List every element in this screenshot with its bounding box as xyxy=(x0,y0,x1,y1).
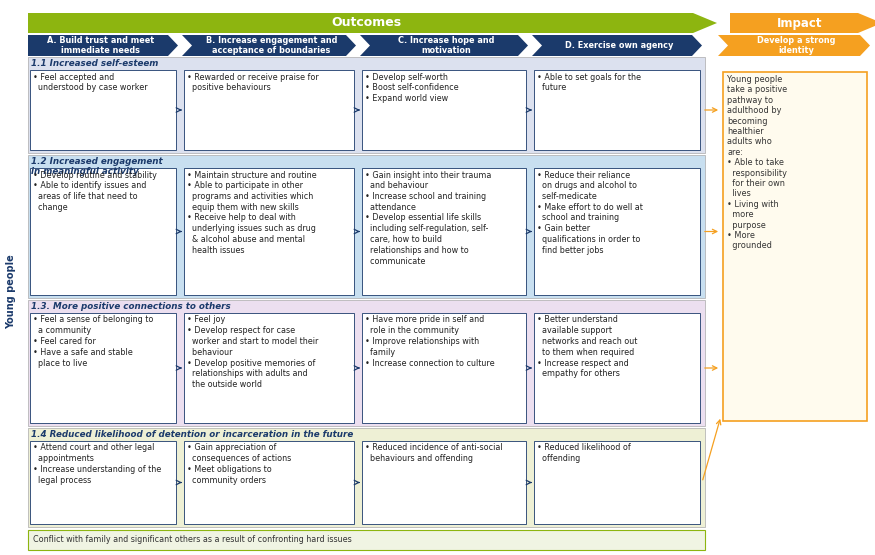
FancyBboxPatch shape xyxy=(534,70,700,150)
Text: • Reduce their reliance
  on drugs and alcohol to
  self-medicate
• Make effort : • Reduce their reliance on drugs and alc… xyxy=(537,170,643,255)
Text: Outcomes: Outcomes xyxy=(332,17,402,29)
Text: • Maintain structure and routine
• Able to participate in other
  programs and a: • Maintain structure and routine • Able … xyxy=(187,170,317,255)
FancyBboxPatch shape xyxy=(30,168,176,295)
Text: • Able to set goals for the
  future: • Able to set goals for the future xyxy=(537,73,641,92)
Text: • Reduced incidence of anti-social
  behaviours and offending: • Reduced incidence of anti-social behav… xyxy=(365,443,502,463)
Polygon shape xyxy=(718,35,870,56)
FancyBboxPatch shape xyxy=(28,530,705,550)
Polygon shape xyxy=(360,35,528,56)
Text: Impact: Impact xyxy=(777,17,822,29)
FancyBboxPatch shape xyxy=(534,441,700,524)
Text: 1.4 Reduced likelihood of detention or incarceration in the future: 1.4 Reduced likelihood of detention or i… xyxy=(31,430,354,439)
Text: 1.2 Increased engagement
in meaningful activity: 1.2 Increased engagement in meaningful a… xyxy=(31,157,163,176)
Text: • Attend court and other legal
  appointments
• Increase understanding of the
  : • Attend court and other legal appointme… xyxy=(33,443,161,485)
FancyBboxPatch shape xyxy=(184,70,354,150)
Text: Develop a strong
identity: Develop a strong identity xyxy=(758,36,836,55)
FancyBboxPatch shape xyxy=(30,313,176,423)
Text: • Reduced likelihood of
  offending: • Reduced likelihood of offending xyxy=(537,443,631,463)
Text: C. Increase hope and
motivation: C. Increase hope and motivation xyxy=(398,36,494,55)
Text: • Feel a sense of belonging to
  a community
• Feel cared for
• Have a safe and : • Feel a sense of belonging to a communi… xyxy=(33,315,153,367)
Polygon shape xyxy=(28,13,717,33)
Text: 1.3. More positive connections to others: 1.3. More positive connections to others xyxy=(31,302,231,311)
Text: • Gain insight into their trauma
  and behaviour
• Increase school and training
: • Gain insight into their trauma and beh… xyxy=(365,170,492,265)
FancyBboxPatch shape xyxy=(723,72,867,421)
FancyBboxPatch shape xyxy=(184,441,354,524)
Text: Conflict with family and significant others as a result of confronting hard issu: Conflict with family and significant oth… xyxy=(33,536,352,544)
Text: • Gain appreciation of
  consequences of actions
• Meet obligations to
  communi: • Gain appreciation of consequences of a… xyxy=(187,443,291,485)
Text: • Develop routine and stability
• Able to identify issues and
  areas of life th: • Develop routine and stability • Able t… xyxy=(33,170,157,212)
FancyBboxPatch shape xyxy=(184,313,354,423)
Polygon shape xyxy=(532,35,702,56)
Text: A. Build trust and meet
immediate needs: A. Build trust and meet immediate needs xyxy=(47,36,154,55)
Polygon shape xyxy=(182,35,356,56)
Text: B. Increase engagement and
acceptance of boundaries: B. Increase engagement and acceptance of… xyxy=(206,36,337,55)
FancyBboxPatch shape xyxy=(30,441,176,524)
Text: D. Exercise own agency: D. Exercise own agency xyxy=(565,41,674,50)
Text: • Have more pride in self and
  role in the community
• Improve relationships wi: • Have more pride in self and role in th… xyxy=(365,315,494,367)
FancyBboxPatch shape xyxy=(28,300,705,426)
Text: • Better understand
  available support
  networks and reach out
  to them when : • Better understand available support ne… xyxy=(537,315,637,379)
Text: • Rewarded or receive praise for
  positive behaviours: • Rewarded or receive praise for positiv… xyxy=(187,73,318,92)
FancyBboxPatch shape xyxy=(362,168,526,295)
FancyBboxPatch shape xyxy=(28,57,705,153)
FancyBboxPatch shape xyxy=(184,168,354,295)
FancyBboxPatch shape xyxy=(362,313,526,423)
FancyBboxPatch shape xyxy=(362,70,526,150)
Polygon shape xyxy=(730,13,875,33)
FancyBboxPatch shape xyxy=(28,428,705,527)
FancyBboxPatch shape xyxy=(28,155,705,298)
FancyBboxPatch shape xyxy=(30,70,176,150)
FancyBboxPatch shape xyxy=(534,313,700,423)
Text: Young people
take a positive
pathway to
adulthood by
becoming
healthier
adults w: Young people take a positive pathway to … xyxy=(727,75,788,250)
Text: Young people: Young people xyxy=(6,255,16,329)
Polygon shape xyxy=(28,35,178,56)
Text: • Feel joy
• Develop respect for case
  worker and start to model their
  behavi: • Feel joy • Develop respect for case wo… xyxy=(187,315,318,389)
Text: • Develop self-worth
• Boost self-confidence
• Expand world view: • Develop self-worth • Boost self-confid… xyxy=(365,73,458,103)
Text: 1.1 Increased self-esteem: 1.1 Increased self-esteem xyxy=(31,59,158,68)
Text: • Feel accepted and
  understood by case worker: • Feel accepted and understood by case w… xyxy=(33,73,148,92)
FancyBboxPatch shape xyxy=(534,168,700,295)
FancyBboxPatch shape xyxy=(362,441,526,524)
